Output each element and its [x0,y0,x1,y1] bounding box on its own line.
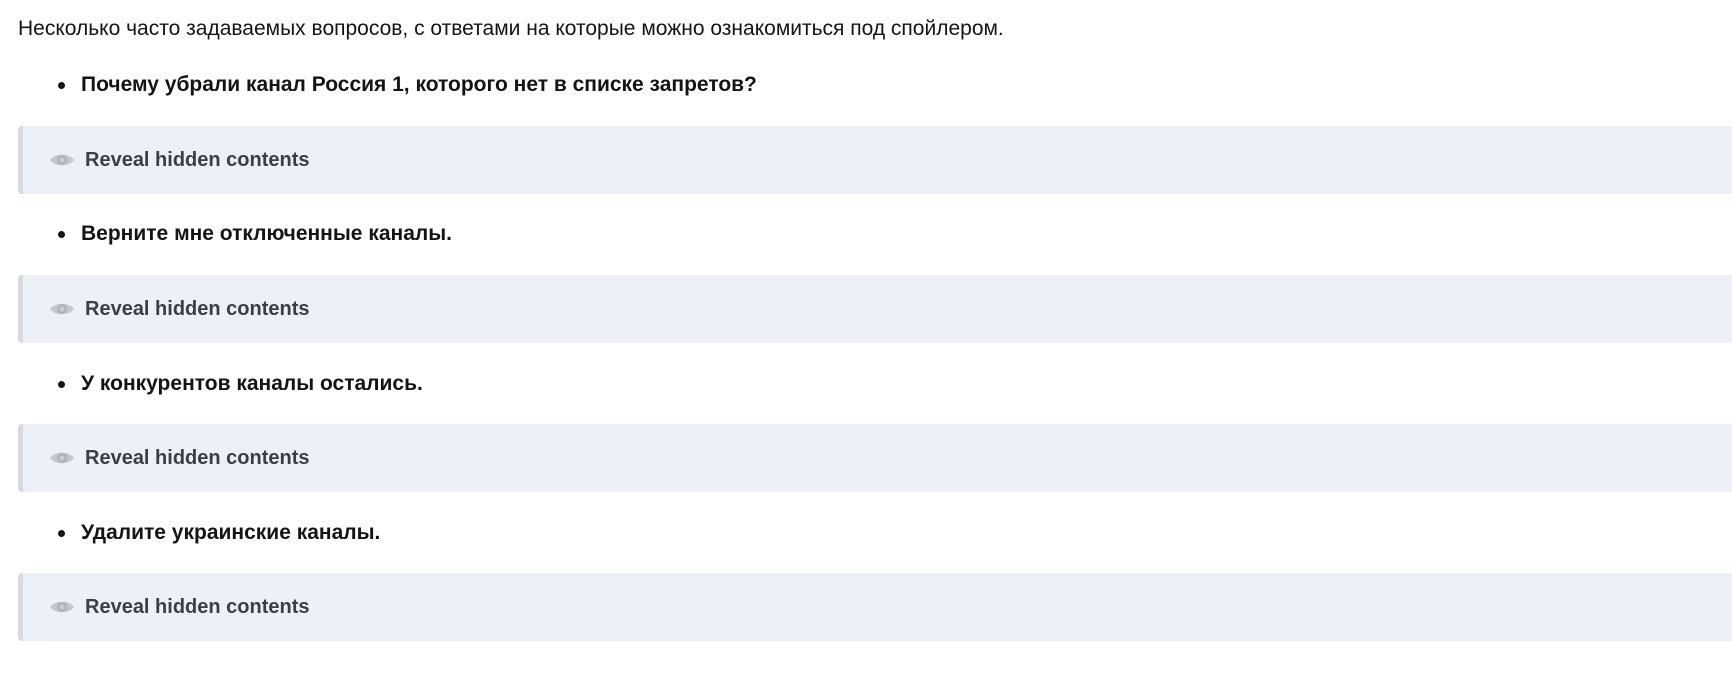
question-text: У конкурентов каналы остались. [81,372,423,395]
eye-icon [50,452,74,464]
question-text: Верните мне отключенные каналы. [81,222,452,245]
bullet-icon [58,230,65,238]
bullet-icon [58,529,65,537]
faq-question: Почему убрали канал Россия 1, которого н… [58,72,757,98]
faq-question: У конкурентов каналы остались. [58,371,423,397]
reveal-spoiler-button[interactable]: Reveal hidden contents [18,126,1732,194]
reveal-spoiler-button[interactable]: Reveal hidden contents [18,573,1732,641]
reveal-spoiler-button[interactable]: Reveal hidden contents [18,424,1732,492]
bullet-icon [58,380,65,388]
bullet-icon [58,81,65,89]
faq-question: Верните мне отключенные каналы. [58,221,452,247]
faq-question: Удалите украинские каналы. [58,520,380,546]
eye-icon [50,601,74,613]
question-text: Удалите украинские каналы. [81,521,381,544]
eye-icon [50,154,74,166]
spoiler-label: Reveal hidden contents [85,297,310,320]
spoiler-label: Reveal hidden contents [85,148,310,171]
intro-text: Несколько часто задаваемых вопросов, с о… [18,17,1004,40]
spoiler-label: Reveal hidden contents [85,446,310,469]
spoiler-label: Reveal hidden contents [85,595,310,618]
eye-icon [50,303,74,315]
question-text: Почему убрали канал Россия 1, которого н… [81,73,757,96]
reveal-spoiler-button[interactable]: Reveal hidden contents [18,275,1732,343]
